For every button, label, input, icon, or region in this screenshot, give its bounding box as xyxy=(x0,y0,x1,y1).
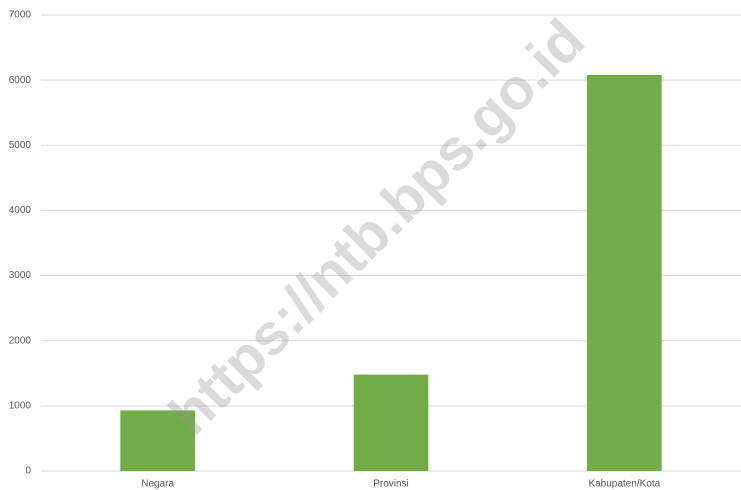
y-tick-label: 1000 xyxy=(9,400,32,411)
x-tick-label: Negara xyxy=(141,479,174,490)
bar xyxy=(353,374,429,471)
y-tick-label: 4000 xyxy=(9,205,32,216)
bar xyxy=(587,74,662,471)
y-tick-label: 6000 xyxy=(9,75,32,86)
y-tick-label: 7000 xyxy=(9,10,32,21)
x-tick-label: Kabupaten/Kota xyxy=(588,479,660,490)
y-tick-label: 5000 xyxy=(9,140,32,151)
bar xyxy=(120,410,195,471)
x-tick-label: Provinsi xyxy=(373,479,409,490)
y-tick-label: 3000 xyxy=(9,270,32,281)
y-tick-label: 0 xyxy=(25,466,31,477)
y-tick-label: 2000 xyxy=(9,335,32,346)
